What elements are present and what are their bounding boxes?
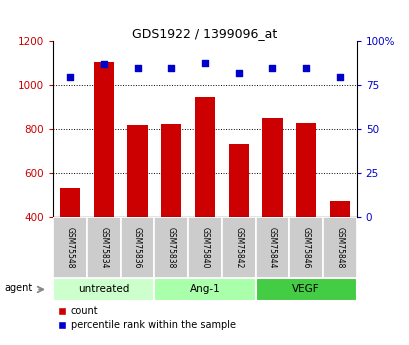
Bar	[161, 124, 181, 217]
Bar	[194, 98, 215, 217]
Bar	[221, 217, 255, 278]
Point	[67, 74, 73, 79]
Bar	[87, 217, 120, 278]
Point	[100, 61, 107, 67]
Point	[268, 65, 275, 70]
Bar	[255, 217, 289, 278]
Bar	[322, 217, 356, 278]
Text: GSM75844: GSM75844	[267, 227, 276, 268]
Bar	[60, 188, 80, 217]
Point	[201, 60, 208, 65]
Bar	[127, 125, 147, 217]
Point	[235, 70, 241, 76]
Text: VEGF: VEGF	[292, 285, 319, 294]
Bar	[154, 217, 188, 278]
Bar	[53, 217, 87, 278]
Text: agent: agent	[4, 283, 32, 293]
Point	[336, 74, 342, 79]
Text: GSM75548: GSM75548	[65, 227, 74, 268]
Bar	[295, 123, 315, 217]
Bar	[228, 144, 248, 217]
Bar	[262, 118, 282, 217]
Legend: count, percentile rank within the sample: count, percentile rank within the sample	[58, 306, 235, 330]
Text: untreated: untreated	[78, 285, 129, 294]
Bar	[329, 201, 349, 217]
Text: GSM75848: GSM75848	[335, 227, 344, 268]
Bar	[255, 278, 356, 301]
Text: GSM75834: GSM75834	[99, 227, 108, 268]
Text: GSM75836: GSM75836	[133, 227, 142, 268]
Bar	[94, 62, 114, 217]
Bar	[53, 278, 154, 301]
Bar	[289, 217, 322, 278]
Text: GSM75846: GSM75846	[301, 227, 310, 268]
Text: Ang-1: Ang-1	[189, 285, 220, 294]
Point	[134, 65, 141, 70]
Title: GDS1922 / 1399096_at: GDS1922 / 1399096_at	[132, 27, 277, 40]
Bar	[188, 217, 221, 278]
Text: GSM75840: GSM75840	[200, 227, 209, 268]
Bar	[154, 278, 255, 301]
Bar	[120, 217, 154, 278]
Point	[302, 65, 309, 70]
Text: GSM75842: GSM75842	[234, 227, 243, 268]
Point	[168, 65, 174, 70]
Text: GSM75838: GSM75838	[166, 227, 175, 268]
